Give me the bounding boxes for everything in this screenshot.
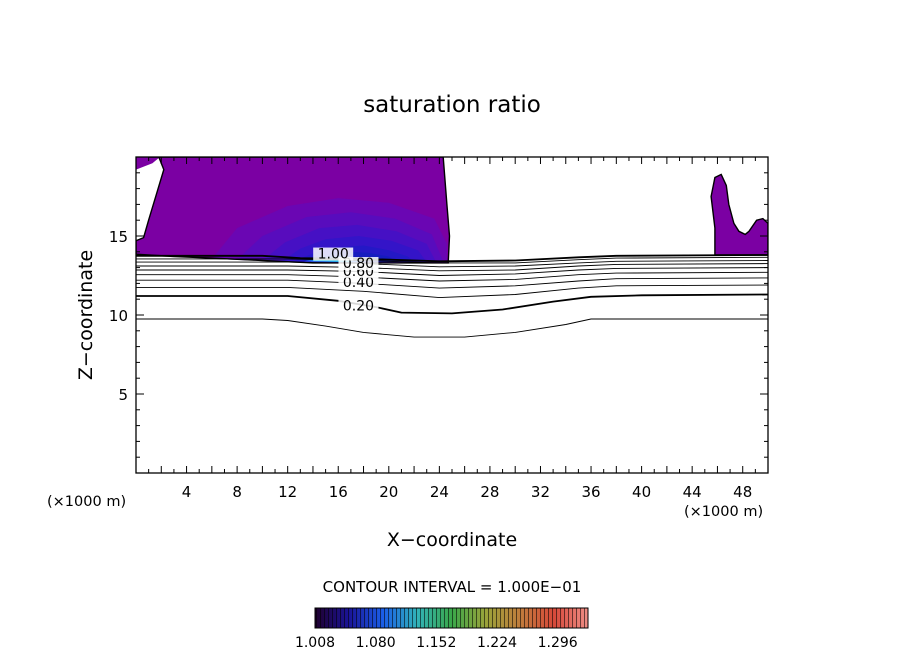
contour-line-0.4: [136, 277, 768, 289]
x-tick-label-24: 24: [430, 483, 449, 501]
y-axis-label: Z−coordinate: [75, 250, 97, 380]
x-unit-right: (×1000 m): [684, 504, 763, 520]
x-tick-label-4: 4: [182, 483, 192, 501]
y-tick-label-10: 10: [109, 307, 128, 325]
contour-label-group-4: 1.00: [313, 247, 354, 263]
contour-label-bg-4: [313, 247, 354, 261]
x-tick-label-8: 8: [232, 483, 242, 501]
shaded-contour-fill: [136, 157, 768, 264]
x-tick-label-36: 36: [581, 483, 600, 501]
x-unit-left: (×1000 m): [47, 494, 126, 510]
x-tick-label-12: 12: [278, 483, 297, 501]
contour-label-group-1: 0.40: [338, 275, 379, 291]
contour-line-0.7: [136, 263, 768, 272]
y-tick-label-5: 5: [118, 386, 128, 404]
y-axis: 5 10 15: [109, 156, 768, 474]
contour-label-1: 0.40: [343, 275, 374, 291]
contour-label-0: 0.20: [343, 299, 374, 315]
contour-line-0.3: [136, 284, 768, 299]
contour-label-4: 1.00: [318, 247, 349, 263]
colorbar-tick-labels: 1.008 1.080 1.152 1.224 1.296: [295, 635, 578, 651]
colorbar-tick-label-4: 1.296: [538, 635, 578, 651]
contour-line-0.8: [136, 260, 768, 268]
x-tick-label-40: 40: [632, 483, 651, 501]
x-tick-label-48: 48: [733, 483, 752, 501]
colorbar-frame: [314, 607, 589, 629]
colorbar: 1.008 1.080 1.152 1.224 1.296: [295, 607, 589, 651]
chart-title: saturation ratio: [363, 92, 541, 118]
contour-line-0.6: [136, 267, 768, 276]
colorbar-stripes: [315, 608, 588, 628]
contour-line-0.2: [136, 293, 768, 315]
contour-line-1.0: [136, 254, 768, 263]
contour-line-0.5: [136, 271, 768, 282]
shaded-region-2: [711, 174, 768, 255]
x-tick-label-44: 44: [683, 483, 702, 501]
contour-interval-text: CONTOUR INTERVAL = 1.000E−01: [323, 578, 582, 596]
shaded-region-outline-right: [710, 173, 768, 256]
contour-label-bg-1: [338, 275, 379, 289]
x-tick-label-32: 32: [531, 483, 550, 501]
colorbar-tick-label-3: 1.224: [477, 635, 517, 651]
contour-labels: 0.200.400.600.801.00: [313, 247, 379, 315]
shaded-region-1: [136, 157, 160, 170]
colorbar-tick-label-0: 1.008: [295, 635, 335, 651]
contour-label-bg-0: [338, 299, 379, 313]
y-tick-label-15: 15: [109, 228, 128, 246]
contour-label-group-0: 0.20: [338, 299, 379, 315]
x-tick-label-16: 16: [329, 483, 348, 501]
colorbar-tick-label-1: 1.080: [356, 635, 396, 651]
contour-lines: [136, 254, 768, 338]
x-tick-label-28: 28: [480, 483, 499, 501]
x-tick-label-20: 20: [379, 483, 398, 501]
contour-line-0.1: [136, 318, 768, 338]
contour-line-0.9: [136, 256, 768, 264]
x-axis: 4 8 12 16 20 24 28 32 36 40 44 48: [135, 157, 769, 501]
colorbar-tick-label-2: 1.152: [416, 635, 456, 651]
x-axis-label: X−coordinate: [387, 529, 517, 551]
